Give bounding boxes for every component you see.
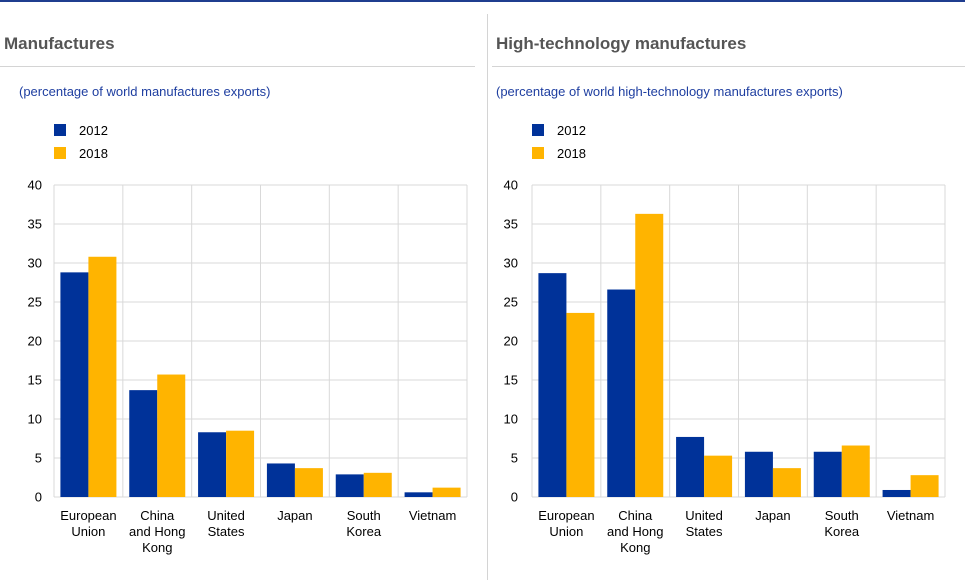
x-tick-label: South [347, 508, 381, 523]
y-tick-label: 25 [504, 295, 518, 310]
bar-2012-4 [335, 474, 364, 497]
y-tick-label: 10 [504, 412, 518, 427]
legend-swatch-2018 [532, 147, 544, 159]
bar-2018-4 [363, 472, 392, 497]
bar-2012-0 [538, 273, 567, 497]
x-tick-label: States [208, 524, 245, 539]
y-tick-label: 20 [28, 334, 42, 349]
x-tick-label: Union [71, 524, 105, 539]
legend-item-2018: 2018 [54, 145, 108, 161]
title-rule [0, 66, 475, 67]
x-tick-label: States [686, 524, 723, 539]
top-accent-rule [0, 0, 965, 2]
bar-2012-5 [882, 489, 911, 497]
x-tick-label: Kong [620, 540, 650, 555]
bar-2018-1 [157, 374, 186, 497]
panel-title: Manufactures [4, 34, 115, 53]
legend-swatch-2012 [54, 124, 66, 136]
legend-label-2012: 2012 [557, 122, 586, 138]
legend-label-2018: 2018 [557, 145, 586, 161]
x-tick-label: Korea [824, 524, 859, 539]
bar-2012-1 [129, 390, 158, 497]
bar-2012-5 [404, 492, 433, 497]
y-tick-label: 20 [504, 334, 518, 349]
panel-manufactures: Manufactures (percentage of world manufa… [0, 0, 475, 584]
y-tick-label: 30 [28, 256, 42, 271]
x-tick-label: United [685, 508, 723, 523]
bar-2012-2 [676, 436, 705, 497]
panel-subtitle: (percentage of world manufactures export… [19, 84, 271, 99]
bar-2018-2 [704, 455, 733, 497]
x-tick-label: European [60, 508, 116, 523]
bar-2012-2 [198, 432, 227, 497]
bar-2012-3 [266, 463, 295, 497]
x-tick-label: Vietnam [887, 508, 934, 523]
bar-2018-3 [772, 468, 801, 497]
bar-2012-1 [607, 289, 636, 497]
bar-2018-4 [841, 445, 870, 497]
y-tick-label: 35 [504, 217, 518, 232]
panel-divider [487, 14, 488, 580]
x-tick-label: Korea [346, 524, 381, 539]
x-tick-label: and Hong [607, 524, 663, 539]
legend-label-2018: 2018 [79, 145, 108, 161]
y-tick-label: 5 [511, 451, 518, 466]
panel-high-technology-manufactures: High-technology manufactures (percentage… [492, 0, 965, 584]
x-tick-label: and Hong [129, 524, 185, 539]
bar-2012-3 [744, 451, 773, 497]
legend-swatch-2012 [532, 124, 544, 136]
x-tick-label: United [207, 508, 245, 523]
legend-item-2018: 2018 [532, 145, 586, 161]
bar-2018-1 [635, 213, 664, 498]
y-tick-label: 30 [504, 256, 518, 271]
x-tick-label: China [618, 508, 653, 523]
x-tick-label: Union [549, 524, 583, 539]
y-tick-label: 35 [28, 217, 42, 232]
panel-title: High-technology manufactures [496, 34, 747, 53]
y-tick-label: 15 [28, 373, 42, 388]
legend-swatch-2018 [54, 147, 66, 159]
bar-2012-0 [60, 272, 89, 497]
y-tick-label: 0 [511, 490, 518, 505]
x-tick-label: Japan [277, 508, 312, 523]
bar-2012-4 [813, 451, 842, 497]
y-tick-label: 15 [504, 373, 518, 388]
bar-2018-5 [432, 487, 461, 497]
bar-2018-2 [226, 430, 255, 497]
x-tick-label: South [825, 508, 859, 523]
x-tick-label: Japan [755, 508, 790, 523]
bar-2018-0 [88, 256, 117, 497]
x-tick-label: European [538, 508, 594, 523]
legend-label-2012: 2012 [79, 122, 108, 138]
y-tick-label: 5 [35, 451, 42, 466]
legend-item-2012: 2012 [54, 122, 108, 138]
bar-2018-3 [294, 468, 323, 497]
panel-subtitle: (percentage of world high-technology man… [496, 84, 843, 99]
y-tick-label: 10 [28, 412, 42, 427]
y-tick-label: 40 [28, 178, 42, 193]
y-tick-label: 40 [504, 178, 518, 193]
y-tick-label: 0 [35, 490, 42, 505]
y-tick-label: 25 [28, 295, 42, 310]
legend-item-2012: 2012 [532, 122, 586, 138]
x-tick-label: Vietnam [409, 508, 456, 523]
x-tick-label: China [140, 508, 175, 523]
bar-2018-0 [566, 312, 595, 497]
bar-2018-5 [910, 475, 939, 497]
title-rule [492, 66, 965, 67]
x-tick-label: Kong [142, 540, 172, 555]
